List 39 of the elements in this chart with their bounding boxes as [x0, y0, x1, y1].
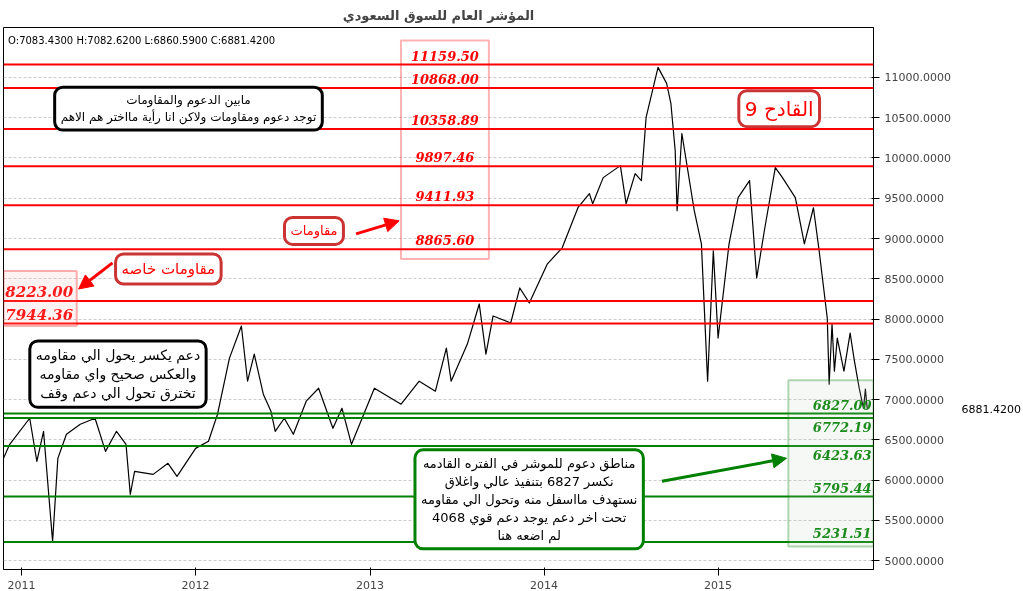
- text: 6881.4200: [961, 403, 1021, 417]
- y-tick-label: 9000.0000: [884, 232, 944, 246]
- ref-line-label: 5795.44: [812, 480, 872, 496]
- annotation: مناطق دعوم للموشر في الفتره القادمه نكسر 6827 بتنفيذ عالي واغلاق نستهدف مااسفل منه وتحول الي مقاومه تحت اخر دعم يوجد دعم قوي 4068 لم اضعه هنا: [420, 455, 638, 544]
- y-tick-label: 6500.0000: [884, 433, 944, 447]
- x-tick-label: 2012: [181, 578, 210, 591]
- y-tick-label: 6000.0000: [884, 474, 944, 488]
- y-tick-label: 8000.0000: [884, 313, 944, 327]
- ref-line-label: 6423.63: [812, 447, 872, 463]
- x-tick-label: 2015: [704, 578, 733, 591]
- y-tick-label: 10000.0000: [884, 151, 951, 165]
- x-tick-label: 2011: [7, 578, 36, 591]
- y-tick-label: 9500.0000: [884, 192, 944, 206]
- y-tick-label: 7000.0000: [884, 393, 944, 407]
- ref-line-label: 8865.60: [415, 233, 475, 249]
- ref-line-label: 9897.46: [415, 150, 475, 166]
- ref-line-label: 10868.00: [410, 72, 479, 88]
- annotation: القادح 9: [744, 96, 814, 121]
- annotation: مقاومات: [290, 223, 338, 240]
- y-tick-label: 10500.0000: [884, 111, 951, 125]
- annotation: مابين الدعوم والمقاومات توجد دعوم ومقاومات ولاكن انا رأية مااختر هم الاهم: [60, 93, 317, 126]
- annotation: مقاومات خاصه: [121, 259, 216, 278]
- chart-title: المؤشر العام للسوق السعودي: [342, 7, 535, 24]
- ref-line-label: 7944.36: [5, 305, 74, 324]
- x-tick-label: 2013: [356, 578, 385, 591]
- y-tick-label: 7500.0000: [884, 353, 944, 367]
- ref-line-label: 5231.51: [812, 526, 872, 541]
- ref-line-label: 10358.89: [410, 113, 479, 129]
- ref-line-label: 6772.19: [812, 419, 872, 435]
- annotation: O:7083.4300 H:7082.6200 L:6860.5900 C:6881.4200: [8, 34, 276, 46]
- y-tick-label: 5500.0000: [884, 514, 944, 528]
- x-tick-label: 2014: [530, 578, 559, 591]
- ref-line-label: 11159.50: [410, 48, 479, 64]
- ref-line-label: 8223.00: [5, 283, 74, 302]
- ref-line-label: 9411.93: [415, 189, 475, 205]
- y-tick-label: 5000.0000: [884, 554, 944, 568]
- annotation: دعم يكسر يحول الي مقاومه والعكس صحيح واي مقاومه تخترق تحول الي دعم وقف: [35, 346, 201, 403]
- y-tick-label: 8500.0000: [884, 272, 944, 286]
- y-tick-label: 11000.0000: [884, 71, 951, 85]
